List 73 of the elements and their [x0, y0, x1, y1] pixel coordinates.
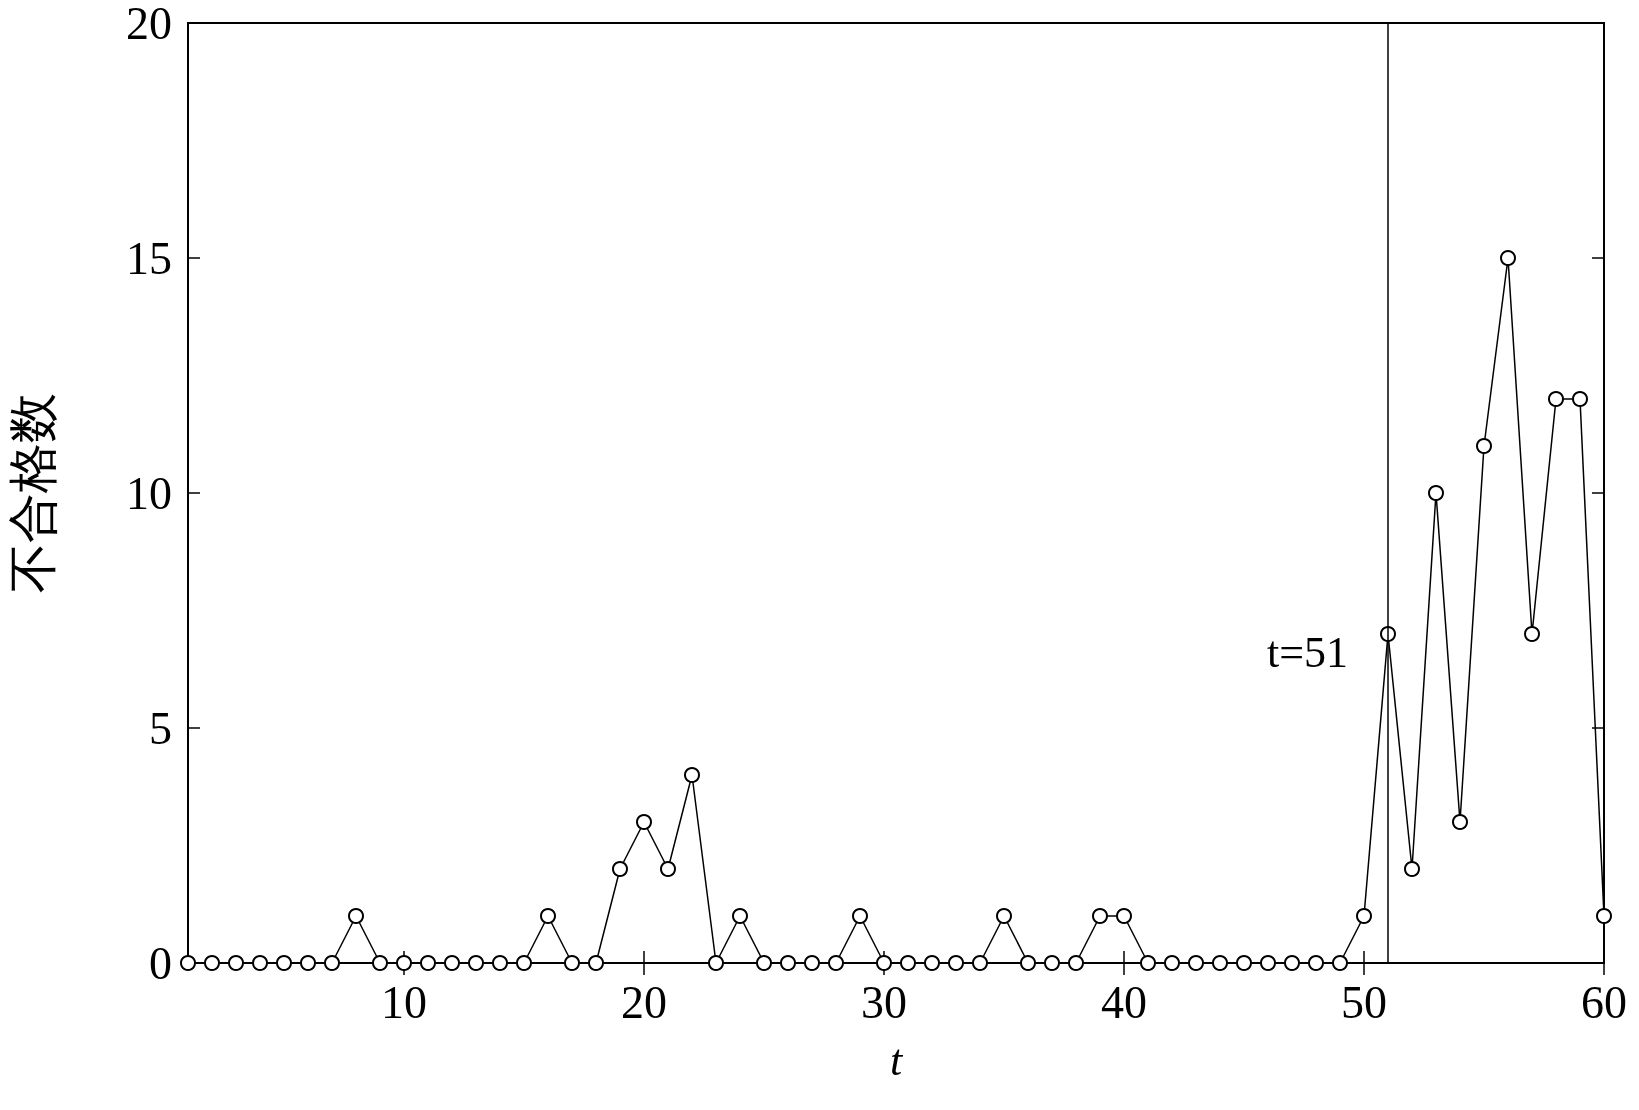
point — [1548, 391, 1564, 407]
point — [612, 861, 628, 877]
point — [1308, 955, 1324, 971]
point — [852, 908, 868, 924]
point — [1260, 955, 1276, 971]
point — [348, 908, 364, 924]
point — [180, 955, 196, 971]
point — [492, 955, 508, 971]
x-axis-title: t — [889, 1035, 904, 1085]
x-tick-label: 30 — [861, 976, 907, 1028]
point — [1428, 485, 1444, 501]
point — [636, 814, 652, 830]
point — [780, 955, 796, 971]
y-tick-label: 20 — [126, 0, 172, 49]
y-tick-label: 10 — [126, 467, 172, 519]
point — [876, 955, 892, 971]
x-tick-label: 40 — [1101, 976, 1147, 1028]
ref-line-label: t=51 — [1266, 628, 1348, 678]
point — [900, 955, 916, 971]
point — [468, 955, 484, 971]
point — [420, 955, 436, 971]
point — [1212, 955, 1228, 971]
point — [804, 955, 820, 971]
point — [1188, 955, 1204, 971]
point — [1452, 814, 1468, 830]
point — [1500, 250, 1516, 266]
point — [1356, 908, 1372, 924]
point — [1284, 955, 1300, 971]
point — [660, 861, 676, 877]
point — [588, 955, 604, 971]
point — [924, 955, 940, 971]
point — [1524, 626, 1540, 642]
y-tick-label: 5 — [149, 702, 172, 754]
point — [756, 955, 772, 971]
x-tick-label: 50 — [1341, 976, 1387, 1028]
point — [948, 955, 964, 971]
x-tick-label: 10 — [381, 976, 427, 1028]
point — [1140, 955, 1156, 971]
y-tick-label: 0 — [149, 937, 172, 989]
point — [1092, 908, 1108, 924]
point — [1476, 438, 1492, 454]
point — [252, 955, 268, 971]
point — [228, 955, 244, 971]
point — [1572, 391, 1588, 407]
point — [324, 955, 340, 971]
point — [564, 955, 580, 971]
x-tick-label: 60 — [1581, 976, 1627, 1028]
point — [300, 955, 316, 971]
point — [1596, 908, 1612, 924]
point — [540, 908, 556, 924]
point — [396, 955, 412, 971]
point — [684, 767, 700, 783]
point — [372, 955, 388, 971]
point — [1332, 955, 1348, 971]
point — [708, 955, 724, 971]
point — [1164, 955, 1180, 971]
point — [1116, 908, 1132, 924]
point — [1068, 955, 1084, 971]
point — [828, 955, 844, 971]
point — [1020, 955, 1036, 971]
y-tick-label: 15 — [126, 232, 172, 284]
point — [972, 955, 988, 971]
point — [996, 908, 1012, 924]
y-axis-title: 不合格数 — [5, 393, 61, 593]
point — [1044, 955, 1060, 971]
point — [444, 955, 460, 971]
point — [204, 955, 220, 971]
x-tick-label: 20 — [621, 976, 667, 1028]
point — [276, 955, 292, 971]
point — [516, 955, 532, 971]
point — [1404, 861, 1420, 877]
point — [732, 908, 748, 924]
point — [1236, 955, 1252, 971]
